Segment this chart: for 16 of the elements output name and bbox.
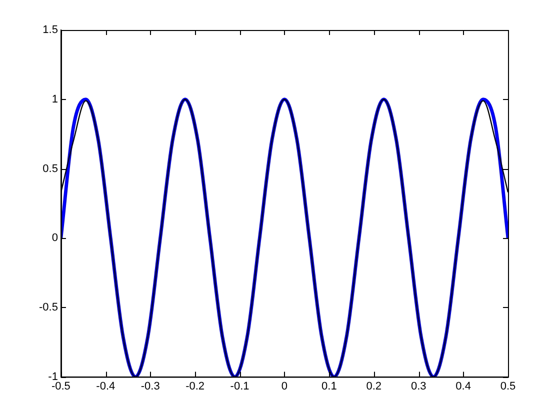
y-tick-label: 1.5: [42, 24, 58, 36]
y-tick-label: -1: [48, 370, 58, 383]
x-tick-label: -0.3: [140, 380, 160, 392]
y-tick-label: 0.5: [42, 162, 58, 175]
x-tick-label: 0.2: [366, 380, 382, 392]
x-tick-label: 0.5: [500, 380, 516, 392]
y-tick-label: 1: [52, 93, 58, 106]
x-tick-label: -0.4: [96, 380, 116, 392]
x-tick-label: -0.1: [230, 380, 250, 392]
x-tick-label: 0.3: [410, 380, 426, 392]
y-tick-label: -0.5: [38, 301, 58, 314]
x-tick-label: 0.4: [456, 380, 471, 392]
x-tick-label: 0.1: [322, 380, 337, 392]
x-tick-label: 0: [281, 380, 288, 392]
x-tick-label: -0.2: [186, 380, 205, 392]
y-tick-label: 0: [52, 232, 58, 244]
